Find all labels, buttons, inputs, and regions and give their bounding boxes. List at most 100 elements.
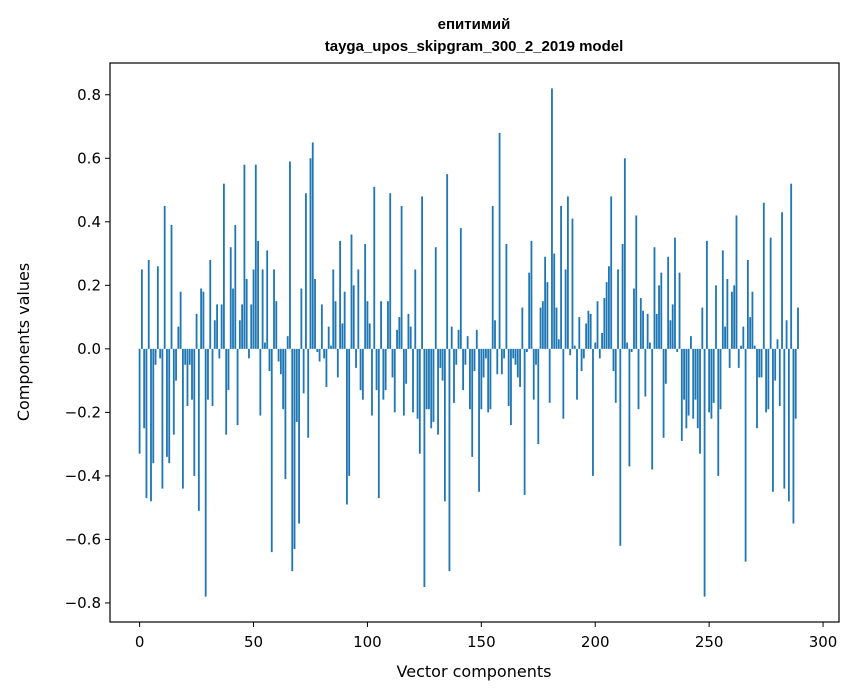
bar: [145, 348, 148, 499]
bar: [204, 348, 207, 597]
bar: [348, 348, 351, 476]
bar: [457, 329, 460, 349]
bar: [685, 348, 688, 429]
bar: [760, 348, 763, 378]
y-tick-label: −0.4: [65, 467, 101, 485]
bar: [746, 259, 749, 349]
bar: [416, 348, 419, 419]
bar: [245, 278, 248, 349]
bar: [407, 313, 410, 349]
bar: [769, 237, 772, 349]
bar: [717, 348, 720, 476]
bar: [758, 348, 761, 378]
x-tick-label: 200: [581, 633, 610, 651]
bar: [603, 298, 606, 349]
bar: [282, 348, 285, 410]
bar: [619, 348, 622, 546]
bar: [614, 348, 617, 403]
bar: [692, 348, 695, 419]
bar: [783, 348, 786, 489]
bar: [662, 348, 665, 438]
bar: [391, 348, 394, 378]
bar: [302, 348, 305, 394]
bar: [612, 348, 615, 372]
bar: [286, 336, 289, 349]
bar: [510, 348, 512, 426]
bar: [327, 326, 330, 349]
bar: [264, 342, 266, 349]
bar: [248, 348, 250, 359]
bar: [159, 348, 162, 359]
bar: [585, 323, 588, 349]
bar: [678, 272, 681, 349]
bar-series: [138, 88, 799, 597]
bar: [307, 348, 310, 438]
bar: [289, 161, 291, 349]
bar: [635, 215, 638, 349]
y-tick-label: 0.8: [77, 86, 101, 104]
bar: [168, 348, 171, 464]
bar: [172, 348, 175, 435]
y-tick-label: 0.0: [77, 340, 101, 358]
bar: [475, 329, 478, 349]
bar: [179, 291, 182, 349]
bar: [430, 348, 433, 429]
bar: [339, 240, 341, 349]
bar: [594, 342, 597, 349]
bar: [562, 348, 565, 419]
bar: [541, 301, 544, 349]
bar: [311, 142, 314, 349]
bar: [227, 348, 230, 391]
bar: [537, 348, 540, 445]
bar: [350, 234, 353, 349]
bar: [147, 259, 150, 349]
bar: [434, 247, 437, 349]
bar: [639, 298, 642, 349]
bar: [453, 348, 455, 403]
bar: [753, 345, 756, 349]
bar: [516, 348, 519, 378]
bar: [601, 332, 603, 349]
bar: [528, 272, 531, 349]
bar: [555, 307, 558, 349]
bar: [646, 313, 649, 349]
bar: [375, 348, 378, 391]
bar: [366, 301, 369, 349]
bar: [744, 348, 747, 562]
bar: [651, 348, 654, 470]
bar: [642, 310, 644, 349]
bar: [658, 285, 660, 349]
bar: [628, 348, 631, 467]
bar: [539, 307, 542, 349]
y-tick-label: 0.4: [77, 213, 101, 231]
bar: [712, 348, 715, 403]
bar: [273, 269, 275, 349]
bar: [519, 348, 521, 387]
bar: [371, 348, 373, 416]
bar: [191, 348, 193, 400]
bar: [143, 348, 146, 429]
bar: [257, 240, 259, 349]
bar: [576, 348, 578, 400]
bar: [699, 348, 701, 454]
bar: [546, 282, 549, 349]
bar: [790, 183, 793, 349]
bar: [525, 348, 528, 353]
bar: [674, 237, 676, 349]
bar: [469, 348, 471, 410]
bar: [400, 205, 403, 349]
bar: [592, 348, 594, 476]
bar: [314, 278, 316, 349]
bar: [341, 323, 344, 349]
bar: [482, 348, 485, 378]
bar: [781, 212, 783, 349]
bar: [792, 348, 795, 524]
bar: [320, 304, 323, 349]
bar: [216, 304, 218, 349]
bar: [719, 348, 722, 410]
bar: [428, 348, 430, 410]
bar: [238, 320, 241, 349]
bar: [774, 348, 777, 381]
bar: [667, 256, 670, 349]
